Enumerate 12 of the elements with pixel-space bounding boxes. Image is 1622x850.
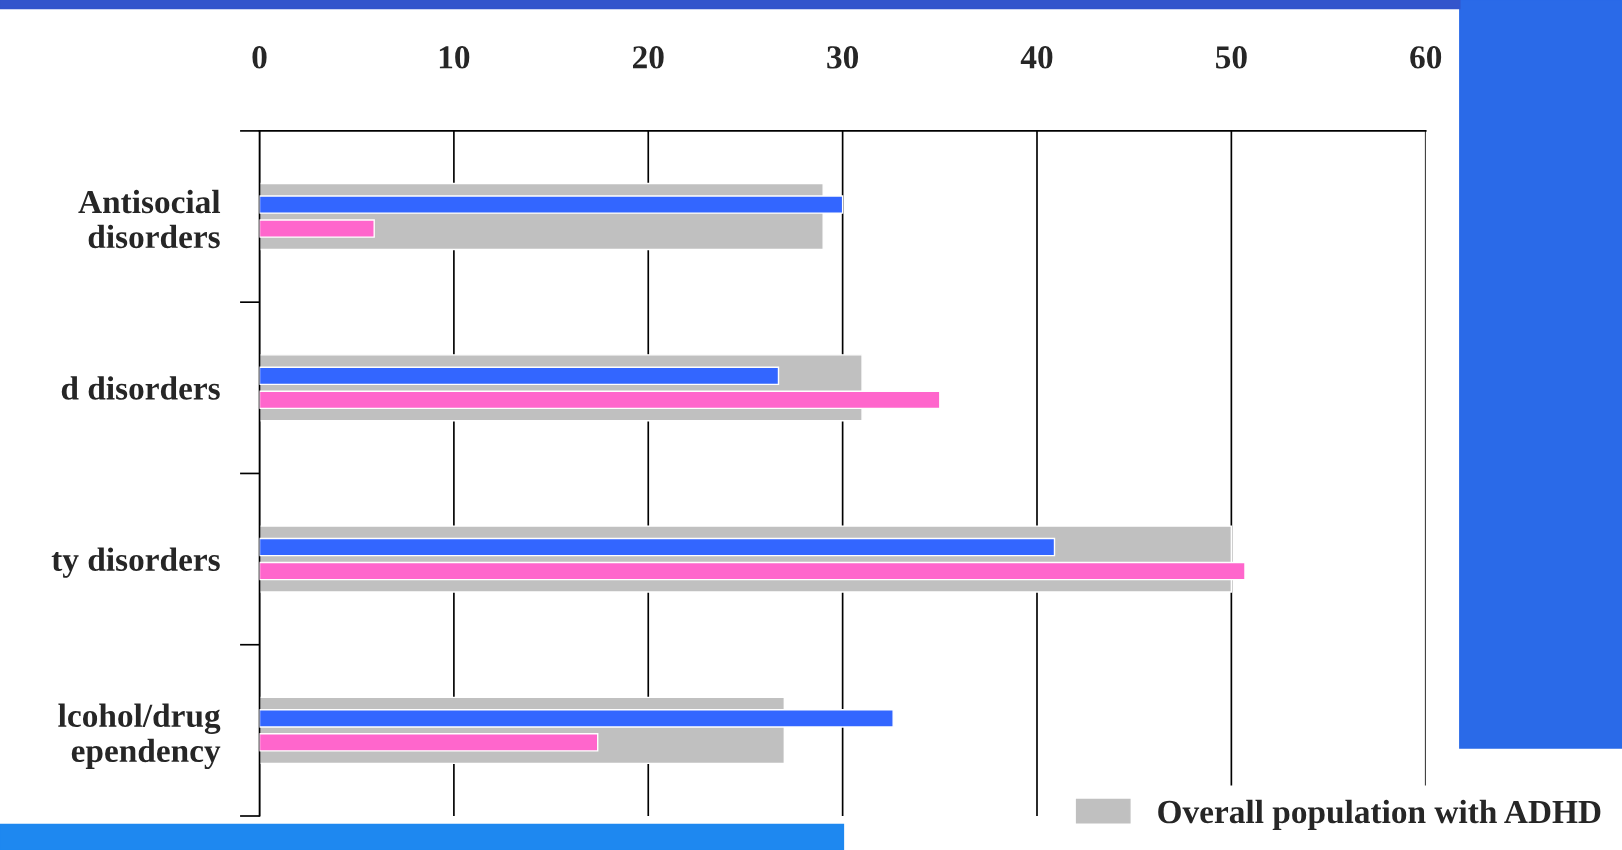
x-tick-label: 30: [827, 46, 859, 69]
legend-label: Overall population with ADHD: [1158, 799, 1601, 830]
y-tick-label: Antisocial disorders: [78, 189, 221, 249]
x-tick-label: 0: [252, 46, 267, 69]
x-tick-label: 50: [1216, 46, 1247, 69]
x-tick-label: 40: [1020, 46, 1053, 69]
x-tick-label: 60: [1410, 46, 1442, 69]
y-tick-label: lcohol/drug ependency: [58, 703, 221, 769]
y-tick-label: ty disorders: [51, 547, 220, 578]
x-tick-label: 10: [439, 46, 470, 69]
y-tick-label: d disorders: [61, 376, 220, 400]
x-tick-label: 20: [632, 46, 664, 69]
